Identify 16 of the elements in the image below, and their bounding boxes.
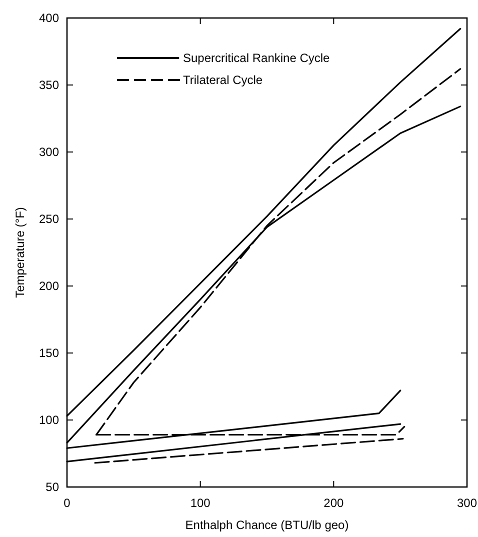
y-tick-label: 300 xyxy=(38,145,60,159)
y-tick-label: 100 xyxy=(38,413,60,427)
x-tick-label: 0 xyxy=(64,496,71,510)
x-tick-label: 100 xyxy=(190,496,211,510)
x-axis-title: Enthalph Chance (BTU/lb geo) xyxy=(185,518,349,532)
legend-label: Supercritical Rankine Cycle xyxy=(183,51,330,65)
y-tick-label: 250 xyxy=(38,212,60,226)
legend-label: Trilateral Cycle xyxy=(183,73,263,87)
y-tick-label: 200 xyxy=(38,279,60,293)
y-tick-label: 50 xyxy=(46,480,60,494)
x-tick-label: 200 xyxy=(324,496,344,510)
y-axis-title: Temperature (°F) xyxy=(13,207,27,298)
y-tick-label: 350 xyxy=(38,78,60,92)
y-tick-label: 400 xyxy=(38,11,60,25)
x-tick-label: 300 xyxy=(456,496,478,510)
y-tick-label: 150 xyxy=(38,346,60,360)
